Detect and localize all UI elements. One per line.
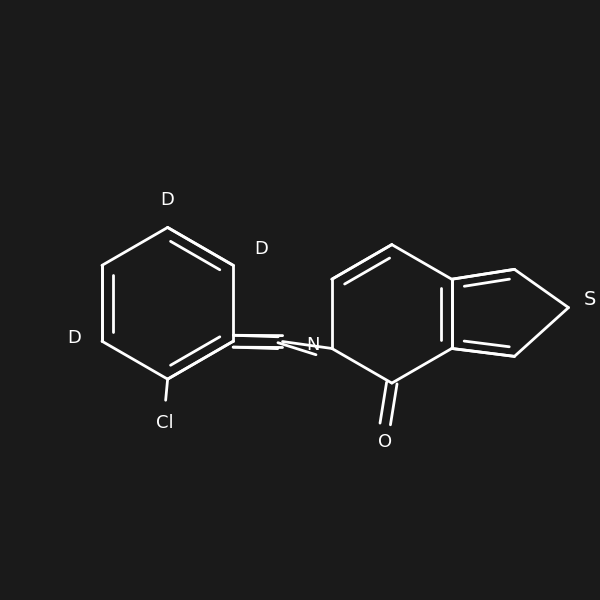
Text: S: S [583,290,596,309]
Text: D: D [67,329,81,347]
Text: D: D [161,191,175,209]
Text: N: N [307,336,320,354]
Text: D: D [254,240,268,258]
Text: O: O [378,433,392,451]
Text: Cl: Cl [155,415,173,433]
